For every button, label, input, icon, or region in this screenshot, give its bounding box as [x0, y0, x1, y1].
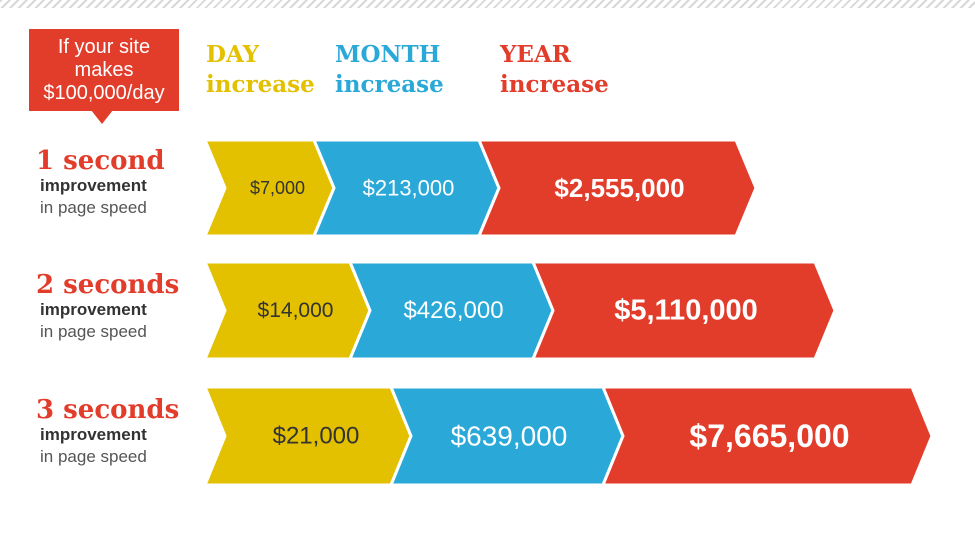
row-subtitle-improvement: improvement [40, 176, 147, 195]
column-header-day-top: DAY [206, 41, 260, 68]
row-subtitle-improvement: improvement [40, 300, 147, 319]
column-header-year-bottom: increase [500, 71, 609, 98]
column-header-day: DAY increase [206, 40, 315, 100]
row-subtitle-page-speed: in page speed [40, 447, 147, 466]
callout-line-2: makes [74, 58, 134, 81]
column-header-day-bottom: increase [206, 71, 315, 98]
row-subtitle-page-speed: in page speed [40, 322, 147, 341]
bar-year-row-2 [530, 260, 837, 361]
row-subtitle-improvement: improvement [40, 425, 147, 444]
bar-label-day-row-3: $21,000 [273, 423, 360, 450]
callout-line-1: If your site [57, 35, 151, 58]
column-header-year-top: YEAR [500, 41, 571, 68]
callout-site-revenue: If your site makes $100,000/day [29, 29, 179, 111]
column-header-month-top: MONTH [335, 41, 441, 68]
bar-label-year-row-3: $7,665,000 [689, 418, 849, 454]
row-title: 2 seconds [36, 270, 180, 300]
row-label-1: 1 second improvement in page speed [36, 147, 186, 219]
bar-year-row-3 [600, 385, 934, 487]
column-header-month-bottom: increase [335, 71, 444, 98]
bar-label-year-row-2: $5,110,000 [614, 295, 758, 327]
row-label-2: 2 seconds improvement in page speed [36, 271, 186, 343]
bar-label-month-row-2: $426,000 [403, 297, 503, 324]
bar-year-row-1 [476, 138, 758, 238]
bar-label-year-row-1: $2,555,000 [554, 173, 684, 203]
bar-label-month-row-3: $639,000 [451, 421, 568, 452]
row-title: 3 seconds [36, 395, 180, 425]
row-label-3: 3 seconds improvement in page speed [36, 396, 186, 468]
bar-label-month-row-1: $213,000 [363, 176, 455, 201]
row-title: 1 second [36, 146, 165, 176]
column-header-year: YEAR increase [500, 40, 609, 100]
callout-line-3: $100,000/day [43, 81, 165, 104]
row-subtitle-page-speed: in page speed [40, 198, 147, 217]
callout-pointer [91, 110, 113, 124]
decorative-top-border [0, 0, 975, 8]
bar-label-day-row-2: $14,000 [258, 299, 334, 322]
column-header-month: MONTH increase [335, 40, 444, 100]
bar-label-day-row-1: $7,000 [250, 178, 305, 198]
